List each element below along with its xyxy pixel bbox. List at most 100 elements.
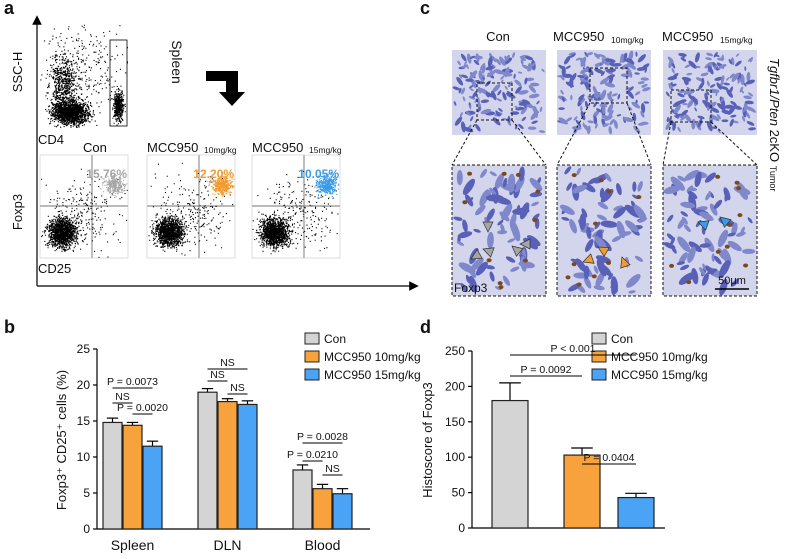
y-tick-label: 0 — [458, 521, 465, 535]
nucleus — [561, 66, 566, 77]
column-label: Con — [486, 29, 510, 44]
nucleus — [734, 60, 742, 67]
bar — [122, 424, 143, 530]
nucleus — [532, 105, 538, 116]
nucleus — [469, 104, 472, 110]
nucleus — [688, 241, 702, 253]
nucleus — [527, 235, 541, 247]
significance-label: NS — [220, 357, 235, 369]
nucleus — [593, 115, 598, 125]
significance-label: P = 0.0404 — [584, 452, 635, 464]
significance-label: P = 0.0092 — [521, 364, 572, 376]
nucleus — [604, 172, 612, 182]
arrowhead — [470, 249, 483, 260]
nucleus — [743, 101, 748, 111]
nucleus — [743, 82, 747, 87]
nucleus — [707, 65, 714, 75]
nucleus — [677, 236, 691, 253]
x-tick-label: DLN — [213, 537, 241, 553]
nucleus — [709, 84, 716, 88]
nucleus — [561, 96, 565, 103]
nucleus — [602, 123, 610, 128]
nucleus — [461, 64, 469, 69]
nucleus — [631, 101, 641, 109]
stained-nucleus — [636, 195, 642, 200]
nucleus — [737, 78, 741, 84]
stained-nucleus — [743, 263, 749, 268]
nucleus — [743, 95, 752, 100]
nucleus — [569, 77, 574, 88]
nucleus — [596, 214, 607, 221]
nucleus — [573, 116, 578, 121]
group-label: Con — [83, 140, 107, 155]
bar — [142, 445, 163, 530]
nucleus — [583, 276, 592, 289]
legend-swatch — [591, 368, 607, 381]
nucleus — [606, 68, 617, 73]
nucleus — [536, 100, 540, 105]
nucleus — [579, 68, 589, 74]
nucleus — [638, 217, 648, 223]
nucleus — [521, 64, 530, 70]
nucleus — [666, 116, 669, 123]
nucleus — [514, 79, 522, 87]
nucleus — [640, 102, 646, 114]
nucleus — [470, 116, 474, 122]
nucleus — [717, 57, 725, 61]
stained-nucleus — [565, 275, 571, 280]
nucleus — [491, 55, 497, 63]
column-dose: 10mg/kg — [611, 35, 644, 45]
nucleus — [575, 119, 580, 126]
nucleus — [677, 126, 681, 133]
nucleus — [575, 258, 587, 273]
nucleus — [456, 170, 463, 186]
nucleus — [610, 286, 619, 292]
nucleus — [475, 53, 480, 63]
nucleus — [502, 177, 508, 188]
nucleus — [491, 90, 497, 101]
nucleus — [516, 204, 521, 213]
group-label: MCC950 — [147, 140, 198, 155]
nucleus — [627, 90, 634, 99]
legend-swatch — [304, 350, 320, 363]
nucleus — [462, 96, 466, 102]
nucleus — [561, 216, 570, 221]
nucleus — [480, 108, 492, 115]
nucleus — [727, 232, 736, 237]
nucleus — [529, 177, 543, 192]
nucleus — [453, 216, 463, 221]
nucleus — [668, 83, 673, 91]
legend-swatch — [304, 332, 320, 345]
legend-label: Con — [324, 332, 346, 346]
nucleus — [699, 243, 711, 248]
nucleus — [713, 255, 722, 265]
arrowhead — [697, 220, 710, 231]
nucleus — [634, 91, 641, 96]
nucleus — [462, 219, 468, 233]
nucleus — [596, 258, 607, 277]
nucleus — [736, 231, 746, 237]
y-axis-label: Histoscore of Foxp3 — [420, 382, 435, 498]
nucleus — [501, 203, 513, 221]
nucleus — [729, 73, 735, 79]
gate-percent: 10.05% — [298, 167, 339, 181]
nucleus — [746, 112, 751, 119]
nucleus — [729, 86, 734, 94]
stained-nucleus — [498, 285, 504, 290]
nucleus — [586, 226, 592, 240]
nucleus — [500, 223, 505, 233]
nucleus — [584, 238, 594, 252]
bar — [563, 454, 601, 529]
nucleus — [580, 56, 587, 67]
nucleus — [475, 80, 483, 85]
nucleus — [687, 98, 694, 108]
scatter-dots — [40, 24, 128, 128]
gate-percent: 15.76% — [86, 167, 127, 181]
y-tick-label: 250 — [445, 344, 465, 358]
nucleus — [453, 101, 457, 106]
legend-label: MCC950 15mg/kg — [324, 368, 421, 382]
nucleus — [583, 124, 590, 132]
nucleus — [697, 118, 703, 128]
nucleus — [731, 72, 740, 82]
nucleus — [749, 107, 757, 113]
